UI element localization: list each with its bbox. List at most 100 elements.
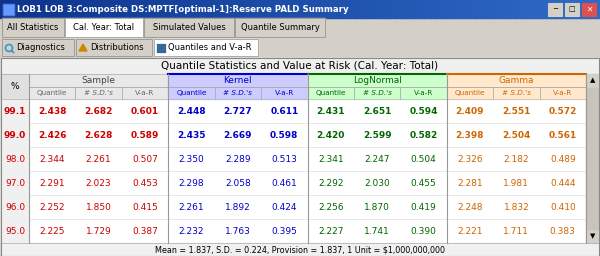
Bar (3, 4, 14, 15)
Bar (265, 0, 271, 18)
Bar (157, 47, 159, 49)
Bar (125, 0, 131, 18)
Bar (60, 0, 66, 18)
Bar (493, 87, 539, 99)
Bar (90, 0, 96, 18)
Bar (76, 39, 152, 56)
Text: 0.582: 0.582 (409, 131, 437, 140)
Text: 0.453: 0.453 (132, 178, 158, 187)
Bar (168, 74, 308, 87)
Bar (1, 195, 586, 219)
Bar (235, 18, 325, 37)
Text: ▼: ▼ (590, 233, 595, 240)
Bar (100, 0, 106, 18)
Bar (280, 0, 286, 18)
Bar (295, 0, 301, 18)
Bar (110, 0, 116, 18)
Text: V-a-R: V-a-R (414, 90, 433, 96)
Bar (1, 58, 599, 256)
Bar (385, 0, 391, 18)
Bar (157, 50, 159, 52)
Bar (354, 87, 400, 99)
Bar (390, 0, 396, 18)
Bar (595, 0, 600, 18)
Bar (490, 0, 496, 18)
Bar (305, 0, 311, 18)
Bar (447, 74, 586, 87)
Text: 2.248: 2.248 (457, 202, 483, 211)
Text: 2.651: 2.651 (363, 106, 391, 115)
Bar (0, 0, 6, 18)
Bar (2, 39, 74, 56)
Text: 0.601: 0.601 (131, 106, 159, 115)
Text: 2.341: 2.341 (318, 155, 344, 164)
Bar (29, 87, 76, 99)
Bar (76, 87, 122, 99)
Text: 2.247: 2.247 (364, 155, 390, 164)
Bar (55, 0, 61, 18)
Bar (75, 0, 81, 18)
Bar (415, 0, 421, 18)
Bar (40, 0, 46, 18)
Text: 1.870: 1.870 (364, 202, 390, 211)
Text: 2.448: 2.448 (177, 106, 206, 115)
Bar (585, 0, 591, 18)
Bar (215, 87, 261, 99)
Text: 2.261: 2.261 (179, 202, 204, 211)
Text: 0.415: 0.415 (132, 202, 158, 211)
Text: Quantile: Quantile (455, 90, 485, 96)
Bar (530, 0, 536, 18)
Text: # S.D.'s: # S.D.'s (223, 90, 253, 96)
Text: 2.599: 2.599 (363, 131, 391, 140)
Bar (155, 0, 161, 18)
Bar (493, 87, 539, 99)
Bar (582, 3, 596, 16)
Bar (400, 0, 406, 18)
Text: # S.D.'s: # S.D.'s (502, 90, 531, 96)
Bar (29, 74, 168, 87)
Text: Mean = 1.837, S.D. = 0.224, Provision = 1.837, 1 Unit = $1,000,000,000: Mean = 1.837, S.D. = 0.224, Provision = … (155, 245, 445, 254)
Bar (25, 0, 31, 18)
Text: 2.023: 2.023 (86, 178, 112, 187)
Bar (215, 0, 221, 18)
Text: 2.426: 2.426 (38, 131, 67, 140)
Text: 2.182: 2.182 (503, 155, 529, 164)
Bar (350, 0, 356, 18)
Bar (145, 0, 151, 18)
Text: 0.383: 0.383 (550, 227, 576, 236)
Bar (144, 18, 234, 37)
Bar (495, 0, 501, 18)
Bar (1, 99, 586, 123)
Bar (315, 0, 321, 18)
Text: 1.711: 1.711 (503, 227, 529, 236)
Text: All Statistics: All Statistics (7, 23, 59, 32)
Bar (405, 0, 411, 18)
Bar (520, 0, 526, 18)
Bar (185, 0, 191, 18)
Bar (3, 4, 14, 15)
Text: 2.030: 2.030 (364, 178, 390, 187)
Text: 2.398: 2.398 (456, 131, 484, 140)
Bar (65, 0, 71, 18)
Text: ─: ─ (553, 6, 557, 13)
Text: 1.850: 1.850 (86, 202, 112, 211)
Text: 2.504: 2.504 (502, 131, 530, 140)
Bar (1, 243, 599, 256)
Text: LogNormal: LogNormal (353, 76, 401, 85)
Bar (144, 18, 234, 37)
Text: 2.256: 2.256 (318, 202, 344, 211)
Bar (1, 58, 599, 256)
Text: 2.326: 2.326 (457, 155, 483, 164)
Bar (150, 0, 156, 18)
Text: 2.551: 2.551 (502, 106, 530, 115)
Bar (560, 0, 566, 18)
Text: 2.727: 2.727 (224, 106, 252, 115)
Bar (245, 0, 251, 18)
Text: 2.350: 2.350 (179, 155, 205, 164)
Bar (425, 0, 431, 18)
Text: 0.390: 0.390 (410, 227, 436, 236)
Bar (320, 0, 326, 18)
Bar (20, 0, 26, 18)
Bar (550, 0, 556, 18)
Bar (30, 0, 36, 18)
